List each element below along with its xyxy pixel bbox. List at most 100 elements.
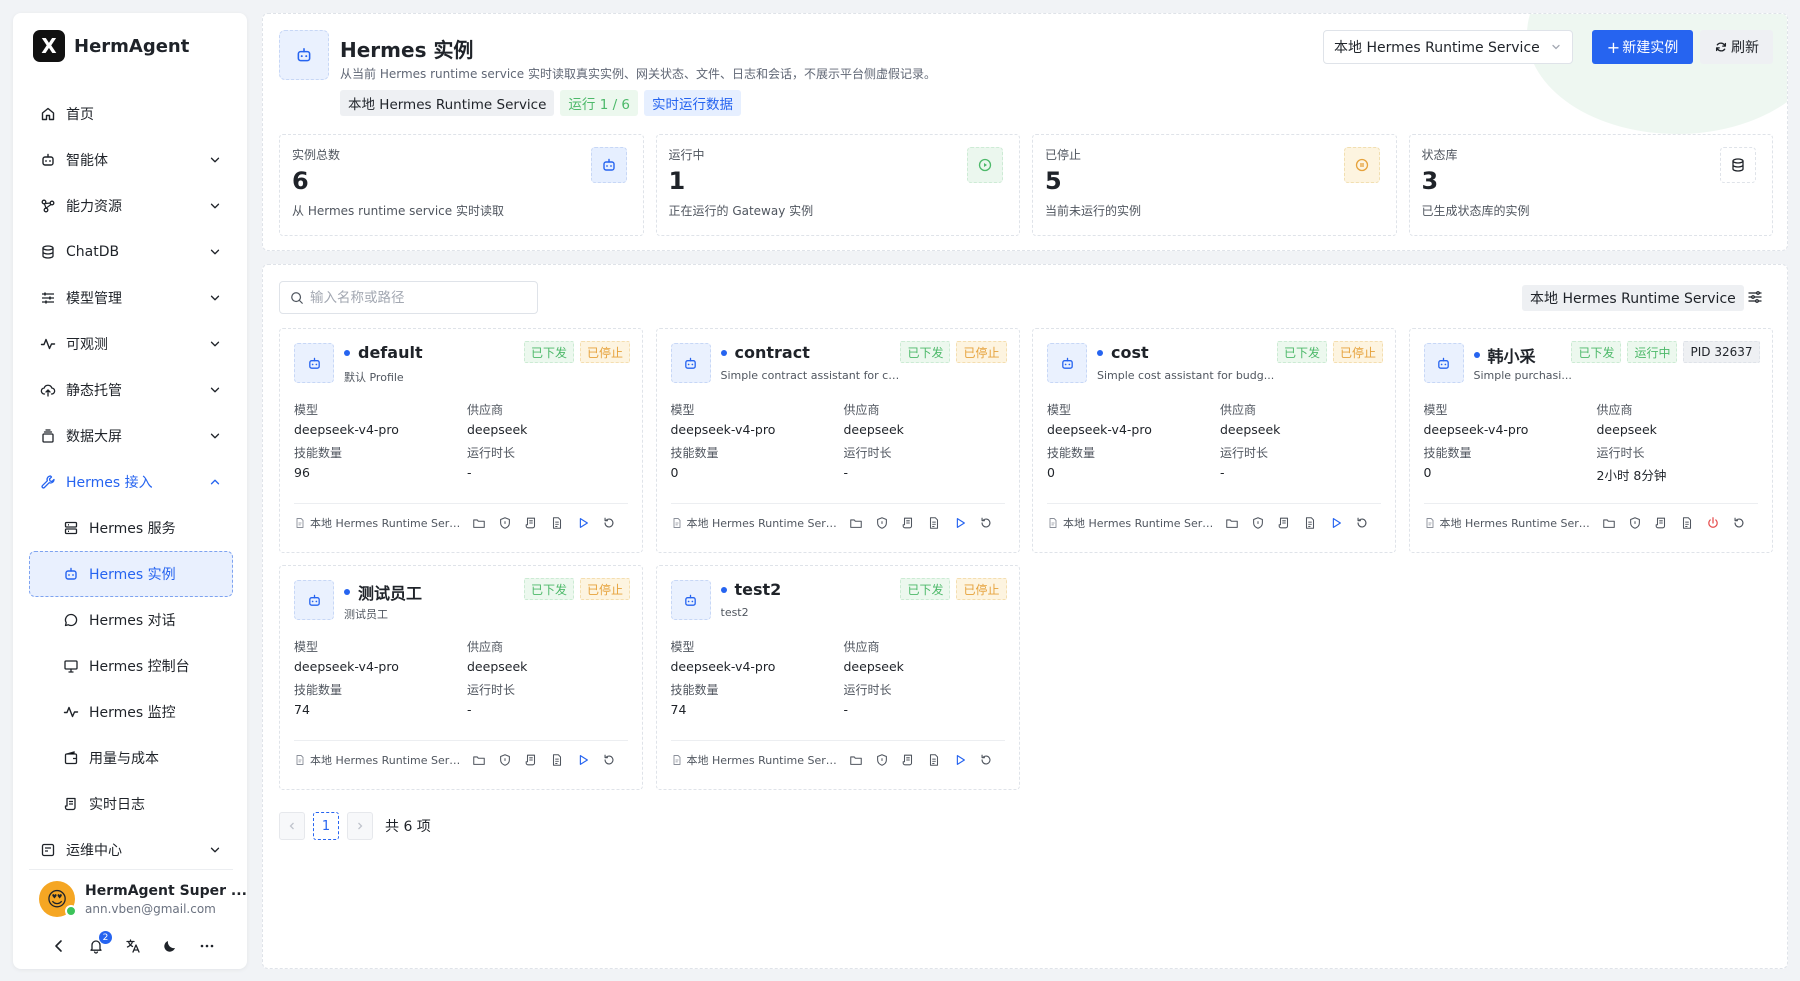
prev-page-button[interactable] (279, 812, 305, 840)
permissions-button[interactable] (498, 753, 512, 767)
instance-tags: 已下发 已停止 (900, 578, 1007, 600)
restart-button[interactable] (602, 753, 616, 767)
restart-button[interactable] (979, 516, 993, 530)
power-icon (1706, 516, 1720, 530)
service-select[interactable]: 本地 Hermes Runtime Service (1323, 30, 1573, 64)
sidebar-item-4[interactable]: 模型管理 (29, 275, 233, 321)
sidebar-subitem-6[interactable]: 实时日志 (29, 781, 233, 827)
restart-button[interactable] (979, 753, 993, 767)
service-file-icon (1047, 517, 1059, 529)
sidebar-item-ops[interactable]: 运维中心 (29, 827, 233, 873)
dark-mode-moon-icon[interactable] (162, 938, 179, 955)
start-button[interactable] (953, 516, 967, 530)
sidebar-item-8[interactable]: Hermes 接入 (29, 459, 233, 505)
sidebar-subitem-0[interactable]: Hermes 服务 (29, 505, 233, 551)
instance-service: 本地 Hermes Runtime Servi... (671, 752, 841, 768)
next-page-button[interactable] (347, 812, 373, 840)
language-translate-icon[interactable] (125, 938, 142, 955)
logs-button[interactable] (524, 753, 538, 767)
restart-icon (1732, 516, 1746, 530)
logs-button[interactable] (901, 516, 915, 530)
shield-icon (875, 753, 889, 767)
sidebar-item-1[interactable]: 智能体 (29, 137, 233, 183)
sidebar-subitem-3[interactable]: Hermes 控制台 (29, 643, 233, 689)
status-badge: 已下发 (523, 578, 574, 600)
permissions-button[interactable] (875, 753, 889, 767)
files-button[interactable] (1225, 516, 1239, 530)
brand[interactable]: X HermAgent (33, 30, 189, 62)
logs-button[interactable] (1277, 516, 1291, 530)
instance-card[interactable]: cost Simple cost assistant for budg... 已… (1032, 328, 1396, 553)
restart-button[interactable] (1732, 516, 1746, 530)
sidebar-item-7[interactable]: 数据大屏 (29, 413, 233, 459)
instance-card[interactable]: 测试员工 测试员工 已下发 已停止 模型 deepseek-v4-pro 供应商 de… (279, 565, 643, 790)
service-file-icon (671, 754, 683, 766)
sidebar-item-0[interactable]: 首页 (29, 91, 233, 137)
model-label: 模型 (1047, 403, 1072, 417)
refresh-button[interactable]: 刷新 (1700, 30, 1773, 64)
sidebar-item-5[interactable]: 可观测 (29, 321, 233, 367)
sidebar-subitem-1[interactable]: Hermes 实例 (29, 551, 233, 597)
permissions-button[interactable] (498, 516, 512, 530)
restart-button[interactable] (1355, 516, 1369, 530)
config-button[interactable] (1680, 516, 1694, 530)
logs-button[interactable] (901, 753, 915, 767)
uptime-label: 运行时长 (843, 446, 892, 460)
collapse-sidebar-icon[interactable] (51, 938, 68, 955)
status-dot (720, 349, 727, 356)
stop-button[interactable] (1706, 516, 1720, 530)
pagination: 1 共 6 项 (279, 812, 431, 840)
user-profile[interactable]: 😍 HermAgent Super ... ann.vben@gmail.com (39, 881, 247, 917)
permissions-button[interactable] (1628, 516, 1642, 530)
restart-button[interactable] (602, 516, 616, 530)
start-button[interactable] (576, 753, 590, 767)
start-button[interactable] (953, 753, 967, 767)
new-instance-button[interactable]: + 新建实例 (1592, 30, 1693, 64)
files-button[interactable] (849, 753, 863, 767)
instance-card[interactable]: test2 test2 已下发 已停止 模型 deepseek-v4-pro 供应商… (655, 565, 1020, 790)
start-button[interactable] (1329, 516, 1343, 530)
instance-footer: 本地 Hermes Runtime Servic... (670, 503, 1005, 541)
play-icon (576, 753, 590, 767)
start-button[interactable] (576, 516, 590, 530)
config-button[interactable] (550, 516, 564, 530)
instance-card[interactable]: default 默认 Profile 已下发 已停止 模型 deepseek-v4-… (279, 328, 643, 553)
file-text-icon (927, 753, 941, 767)
page-number-button[interactable]: 1 (313, 812, 339, 840)
file-text-icon (1303, 516, 1317, 530)
online-status-dot (65, 905, 77, 917)
sidebar-subitem-5[interactable]: 用量与成本 (29, 735, 233, 781)
search-input[interactable] (310, 289, 510, 306)
config-button[interactable] (927, 753, 941, 767)
service-select-value: 本地 Hermes Runtime Service (1334, 40, 1540, 56)
files-button[interactable] (472, 516, 486, 530)
filter-settings-icon[interactable] (1747, 289, 1763, 305)
sidebar-subitem-2[interactable]: Hermes 对话 (29, 597, 233, 643)
avatar[interactable]: 😍 (39, 881, 77, 917)
files-button[interactable] (472, 753, 486, 767)
permissions-button[interactable] (875, 516, 889, 530)
service-filter-tag[interactable]: 本地 Hermes Runtime Service (1522, 285, 1744, 311)
logs-button[interactable] (524, 516, 538, 530)
chevron-down-icon (208, 199, 222, 213)
sidebar-subitem-4[interactable]: Hermes 监控 (29, 689, 233, 735)
notification-bell-icon[interactable]: 2 (88, 931, 112, 955)
home-icon (40, 106, 56, 122)
search-box[interactable] (279, 281, 538, 314)
skills-label: 技能数量 (1047, 446, 1096, 460)
instance-card[interactable]: 韩小采 Simple purchasi... 已下发 运行中 PID 32637 模… (1408, 328, 1773, 553)
scroll-icon (901, 753, 915, 767)
config-button[interactable] (550, 753, 564, 767)
logs-button[interactable] (1654, 516, 1668, 530)
files-button[interactable] (849, 516, 863, 530)
sidebar-item-6[interactable]: 静态托管 (29, 367, 233, 413)
instance-card[interactable]: contract Simple contract assistant for c… (655, 328, 1020, 553)
instance-tags: 已下发 运行中 PID 32637 (1571, 341, 1760, 363)
permissions-button[interactable] (1251, 516, 1265, 530)
sidebar-item-2[interactable]: 能力资源 (29, 183, 233, 229)
files-button[interactable] (1602, 516, 1616, 530)
config-button[interactable] (1303, 516, 1317, 530)
config-button[interactable] (927, 516, 941, 530)
more-options-icon[interactable] (199, 938, 216, 955)
sidebar-item-3[interactable]: ChatDB (29, 229, 233, 275)
